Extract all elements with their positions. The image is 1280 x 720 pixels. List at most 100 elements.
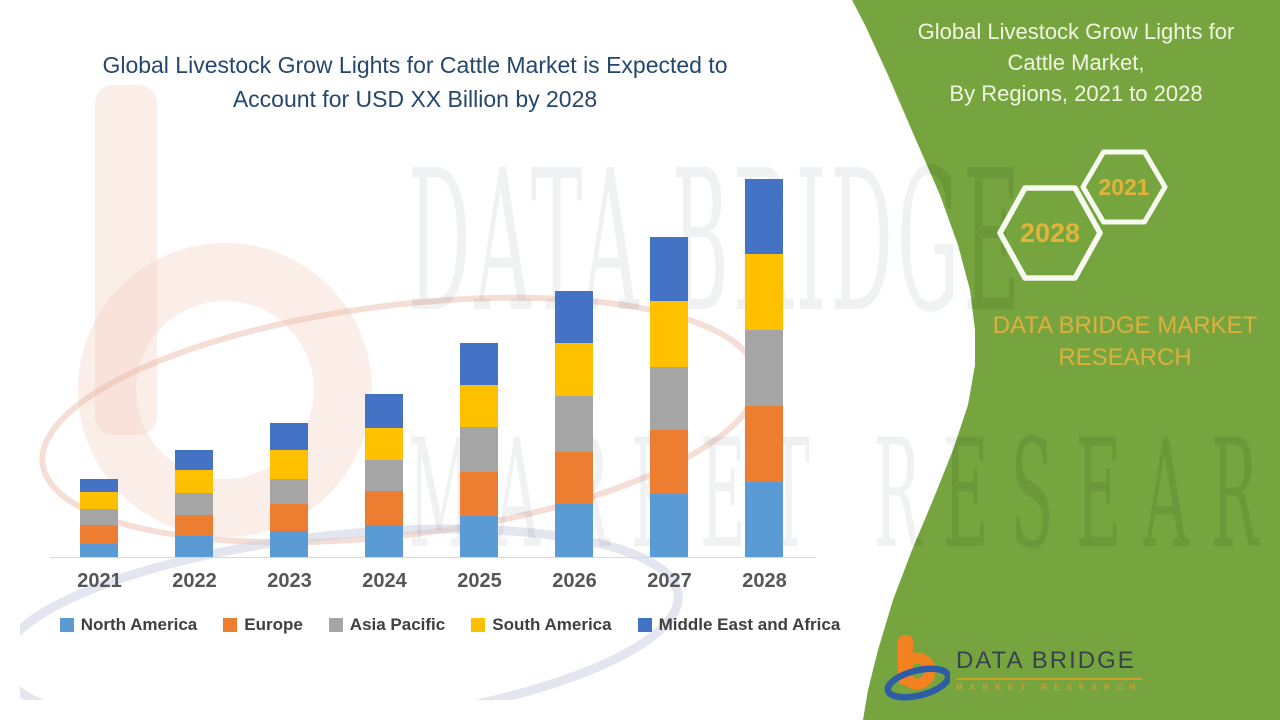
- stacked-bar-2022: [175, 450, 213, 557]
- x-axis-label-2025: 2025: [457, 570, 502, 592]
- stacked-bar-2027: [650, 237, 688, 557]
- bar-segment-2024-middle-east-and-africa: [365, 394, 403, 428]
- x-axis-label-2022: 2022: [172, 570, 217, 592]
- panel-title-line1: Global Livestock Grow Lights for: [917, 19, 1235, 44]
- legend-item-asia-pacific: Asia Pacific: [328, 615, 446, 635]
- bar-segment-2022-middle-east-and-africa: [175, 450, 213, 470]
- panel-brand-line2: RESEARCH: [1058, 344, 1192, 371]
- bar-slot-2027: [622, 170, 717, 558]
- panel-title-line2: Cattle Market,: [1007, 50, 1145, 75]
- bar-slot-2021: [52, 170, 147, 558]
- bar-segment-2026-asia-pacific: [555, 396, 593, 452]
- x-axis-label-2021: 2021: [77, 570, 122, 592]
- legend-label: North America: [80, 615, 198, 634]
- legend-swatch-icon: [328, 618, 343, 632]
- legend-item-north-america: North America: [59, 615, 198, 635]
- bar-segment-2027-europe: [650, 430, 688, 494]
- bar-segment-2028-north-america: [745, 482, 783, 557]
- bar-segment-2022-north-america: [175, 536, 213, 557]
- bar-chart: [50, 170, 816, 558]
- bar-segment-2028-europe: [745, 406, 783, 482]
- hexagon-2028-label: 2028: [1020, 218, 1080, 248]
- logo-brand-text: DATA BRIDGE: [956, 647, 1143, 680]
- hexagon-2028-outline: [997, 185, 1103, 281]
- bar-slot-2024: [337, 170, 432, 558]
- x-axis-label-2024: 2024: [362, 570, 407, 592]
- x-axis-label-2028: 2028: [742, 570, 787, 592]
- logo-text-block: DATA BRIDGE MARKET RESEARCH: [956, 647, 1143, 692]
- bar-segment-2022-europe: [175, 515, 213, 536]
- x-axis-label-2026: 2026: [552, 570, 597, 592]
- x-axis-labels: 2021 2022 2023 2024 2025 2026 2027 2028: [52, 570, 812, 596]
- bar-segment-2023-europe: [270, 504, 308, 531]
- bar-segment-2025-south-america: [460, 385, 498, 427]
- stacked-bar-2028: [745, 179, 783, 557]
- chart-headline: Global Livestock Grow Lights for Cattle …: [40, 48, 790, 116]
- stacked-bar-2023: [270, 423, 308, 557]
- panel-title: Global Livestock Grow Lights for Cattle …: [880, 16, 1272, 109]
- bar-slot-2028: [717, 170, 812, 558]
- bar-slot-2025: [432, 170, 527, 558]
- bar-slot-2026: [527, 170, 622, 558]
- bar-segment-2026-south-america: [555, 343, 593, 396]
- bar-segment-2026-north-america: [555, 504, 593, 557]
- stacked-bar-2026: [555, 291, 593, 557]
- bar-segment-2025-asia-pacific: [460, 427, 498, 472]
- bar-segment-2024-europe: [365, 491, 403, 525]
- bar-segment-2028-asia-pacific: [745, 330, 783, 406]
- chart-headline-line2: Account for USD XX Billion by 2028: [232, 86, 598, 112]
- stacked-bar-2021: [80, 479, 118, 557]
- bar-segment-2028-middle-east-and-africa: [745, 179, 783, 254]
- bar-segment-2026-middle-east-and-africa: [555, 291, 593, 343]
- legend-swatch-icon: [637, 618, 652, 632]
- bar-segment-2023-south-america: [270, 450, 308, 479]
- legend-item-south-america: South America: [471, 615, 612, 635]
- hexagon-2021-label: 2021: [1098, 174, 1149, 200]
- legend-label: Middle East and Africa: [658, 615, 841, 634]
- panel-title-line3: By Regions, 2021 to 2028: [949, 81, 1203, 106]
- bar-segment-2021-south-america: [80, 492, 118, 509]
- bar-segment-2023-middle-east-and-africa: [270, 423, 308, 450]
- chart-legend: North America Europe Asia Pacific South Ame…: [0, 615, 900, 635]
- stacked-bar-2024: [365, 394, 403, 557]
- legend-swatch-icon: [223, 618, 238, 632]
- bar-segment-2024-north-america: [365, 525, 403, 557]
- data-bridge-logo: DATA BRIDGE MARKET RESEARCH: [884, 633, 1143, 711]
- legend-label: Europe: [244, 615, 303, 634]
- bar-segment-2021-asia-pacific: [80, 509, 118, 525]
- bar-segment-2027-middle-east-and-africa: [650, 237, 688, 301]
- legend-swatch-icon: [471, 618, 486, 632]
- legend-swatch-icon: [59, 618, 74, 632]
- legend-item-europe: Europe: [223, 615, 303, 635]
- panel-brand-text: DATA BRIDGE MARKET RESEARCH: [960, 310, 1280, 374]
- bar-segment-2024-south-america: [365, 428, 403, 460]
- bar-segment-2025-middle-east-and-africa: [460, 343, 498, 385]
- bar-segment-2021-north-america: [80, 544, 118, 557]
- data-bridge-b-icon: [884, 635, 950, 701]
- bar-segment-2021-middle-east-and-africa: [80, 479, 118, 492]
- stacked-bar-2025: [460, 343, 498, 557]
- bar-slot-2022: [147, 170, 242, 558]
- bar-segment-2025-north-america: [460, 516, 498, 557]
- bar-segment-2021-europe: [80, 525, 118, 544]
- bar-segment-2027-north-america: [650, 494, 688, 557]
- bar-segment-2027-asia-pacific: [650, 367, 688, 430]
- bar-segment-2023-asia-pacific: [270, 479, 308, 504]
- panel-brand-line1: DATA BRIDGE MARKET: [992, 312, 1258, 339]
- bar-segment-2028-south-america: [745, 254, 783, 330]
- legend-label: South America: [492, 615, 612, 634]
- x-axis-label-2023: 2023: [267, 570, 312, 592]
- bar-segment-2025-europe: [460, 472, 498, 516]
- bar-segment-2027-south-america: [650, 301, 688, 367]
- bar-segment-2023-north-america: [270, 531, 308, 557]
- legend-label: Asia Pacific: [349, 615, 446, 634]
- x-axis-label-2027: 2027: [647, 570, 692, 592]
- hexagon-2021-outline: [1080, 149, 1168, 225]
- bar-segment-2022-asia-pacific: [175, 493, 213, 515]
- bar-segment-2022-south-america: [175, 470, 213, 493]
- chart-headline-line1: Global Livestock Grow Lights for Cattle …: [102, 52, 728, 78]
- bar-segment-2026-europe: [555, 452, 593, 504]
- legend-item-middle-east-and-africa: Middle East and Africa: [637, 615, 841, 635]
